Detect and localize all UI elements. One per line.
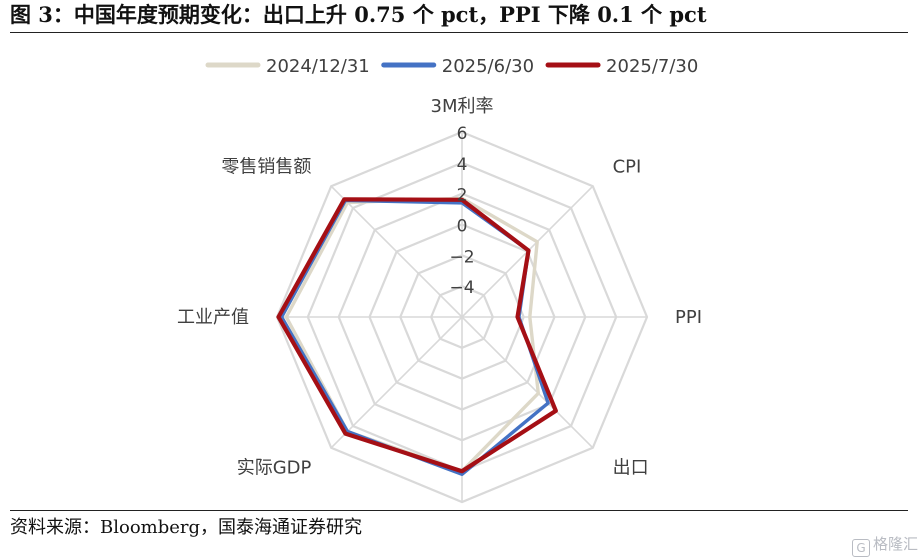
tick-label-6: 6 (457, 124, 468, 144)
top-rule (10, 32, 908, 33)
watermark: G 格隆汇 (851, 533, 918, 557)
axis-label-1: CPI (613, 156, 642, 177)
tick-label-4: 4 (457, 155, 468, 175)
spoke-7 (330, 185, 463, 318)
axis-label-6: 工业产值 (177, 307, 249, 328)
source-note: 资料来源：Bloomberg，国泰海通证券研究 (10, 517, 363, 538)
chart-title: 图 3：中国年度预期变化：出口上升 0.75 个 pct，PPI 下降 0.1 … (10, 2, 707, 27)
series-line-2025-7-30 (276, 197, 558, 474)
radar-series (276, 196, 558, 476)
axis-label-7: 零售销售额 (221, 156, 311, 177)
axis-label-3: 出口 (613, 458, 649, 479)
radar-axis-labels: 3M利率CPIPPI出口固定资产投资实际GDP工业产值零售销售额 (177, 96, 702, 479)
axis-label-0: 3M利率 (431, 96, 494, 117)
watermark-logo-icon: G (851, 539, 870, 557)
legend-label-2024-12-31: 2024/12/31 (266, 56, 370, 77)
tick-label-2: 2 (457, 186, 468, 206)
legend-label-2025-6-30: 2025/6/30 (442, 56, 534, 77)
spoke-3 (461, 316, 594, 449)
axis-label-2: PPI (675, 307, 702, 328)
radar-tick-labels: 6 4 2 0 −2 −4 (449, 124, 474, 298)
tick-label-2: −2 (449, 247, 474, 267)
legend-label-2025-7-30: 2025/7/30 (606, 56, 698, 77)
bottom-rule (10, 510, 908, 511)
spoke-5 (330, 316, 463, 449)
tick-label-0: 0 (457, 217, 468, 237)
axis-label-5: 实际GDP (237, 458, 312, 479)
radar-chart: 2024/12/31 2025/6/30 2025/7/30 6 4 2 0 −2 −4 3M… (177, 56, 702, 504)
watermark-text: 格隆汇 (872, 535, 918, 553)
legend: 2024/12/31 2025/6/30 2025/7/30 (205, 56, 698, 77)
tick-label-4: −4 (449, 278, 474, 298)
